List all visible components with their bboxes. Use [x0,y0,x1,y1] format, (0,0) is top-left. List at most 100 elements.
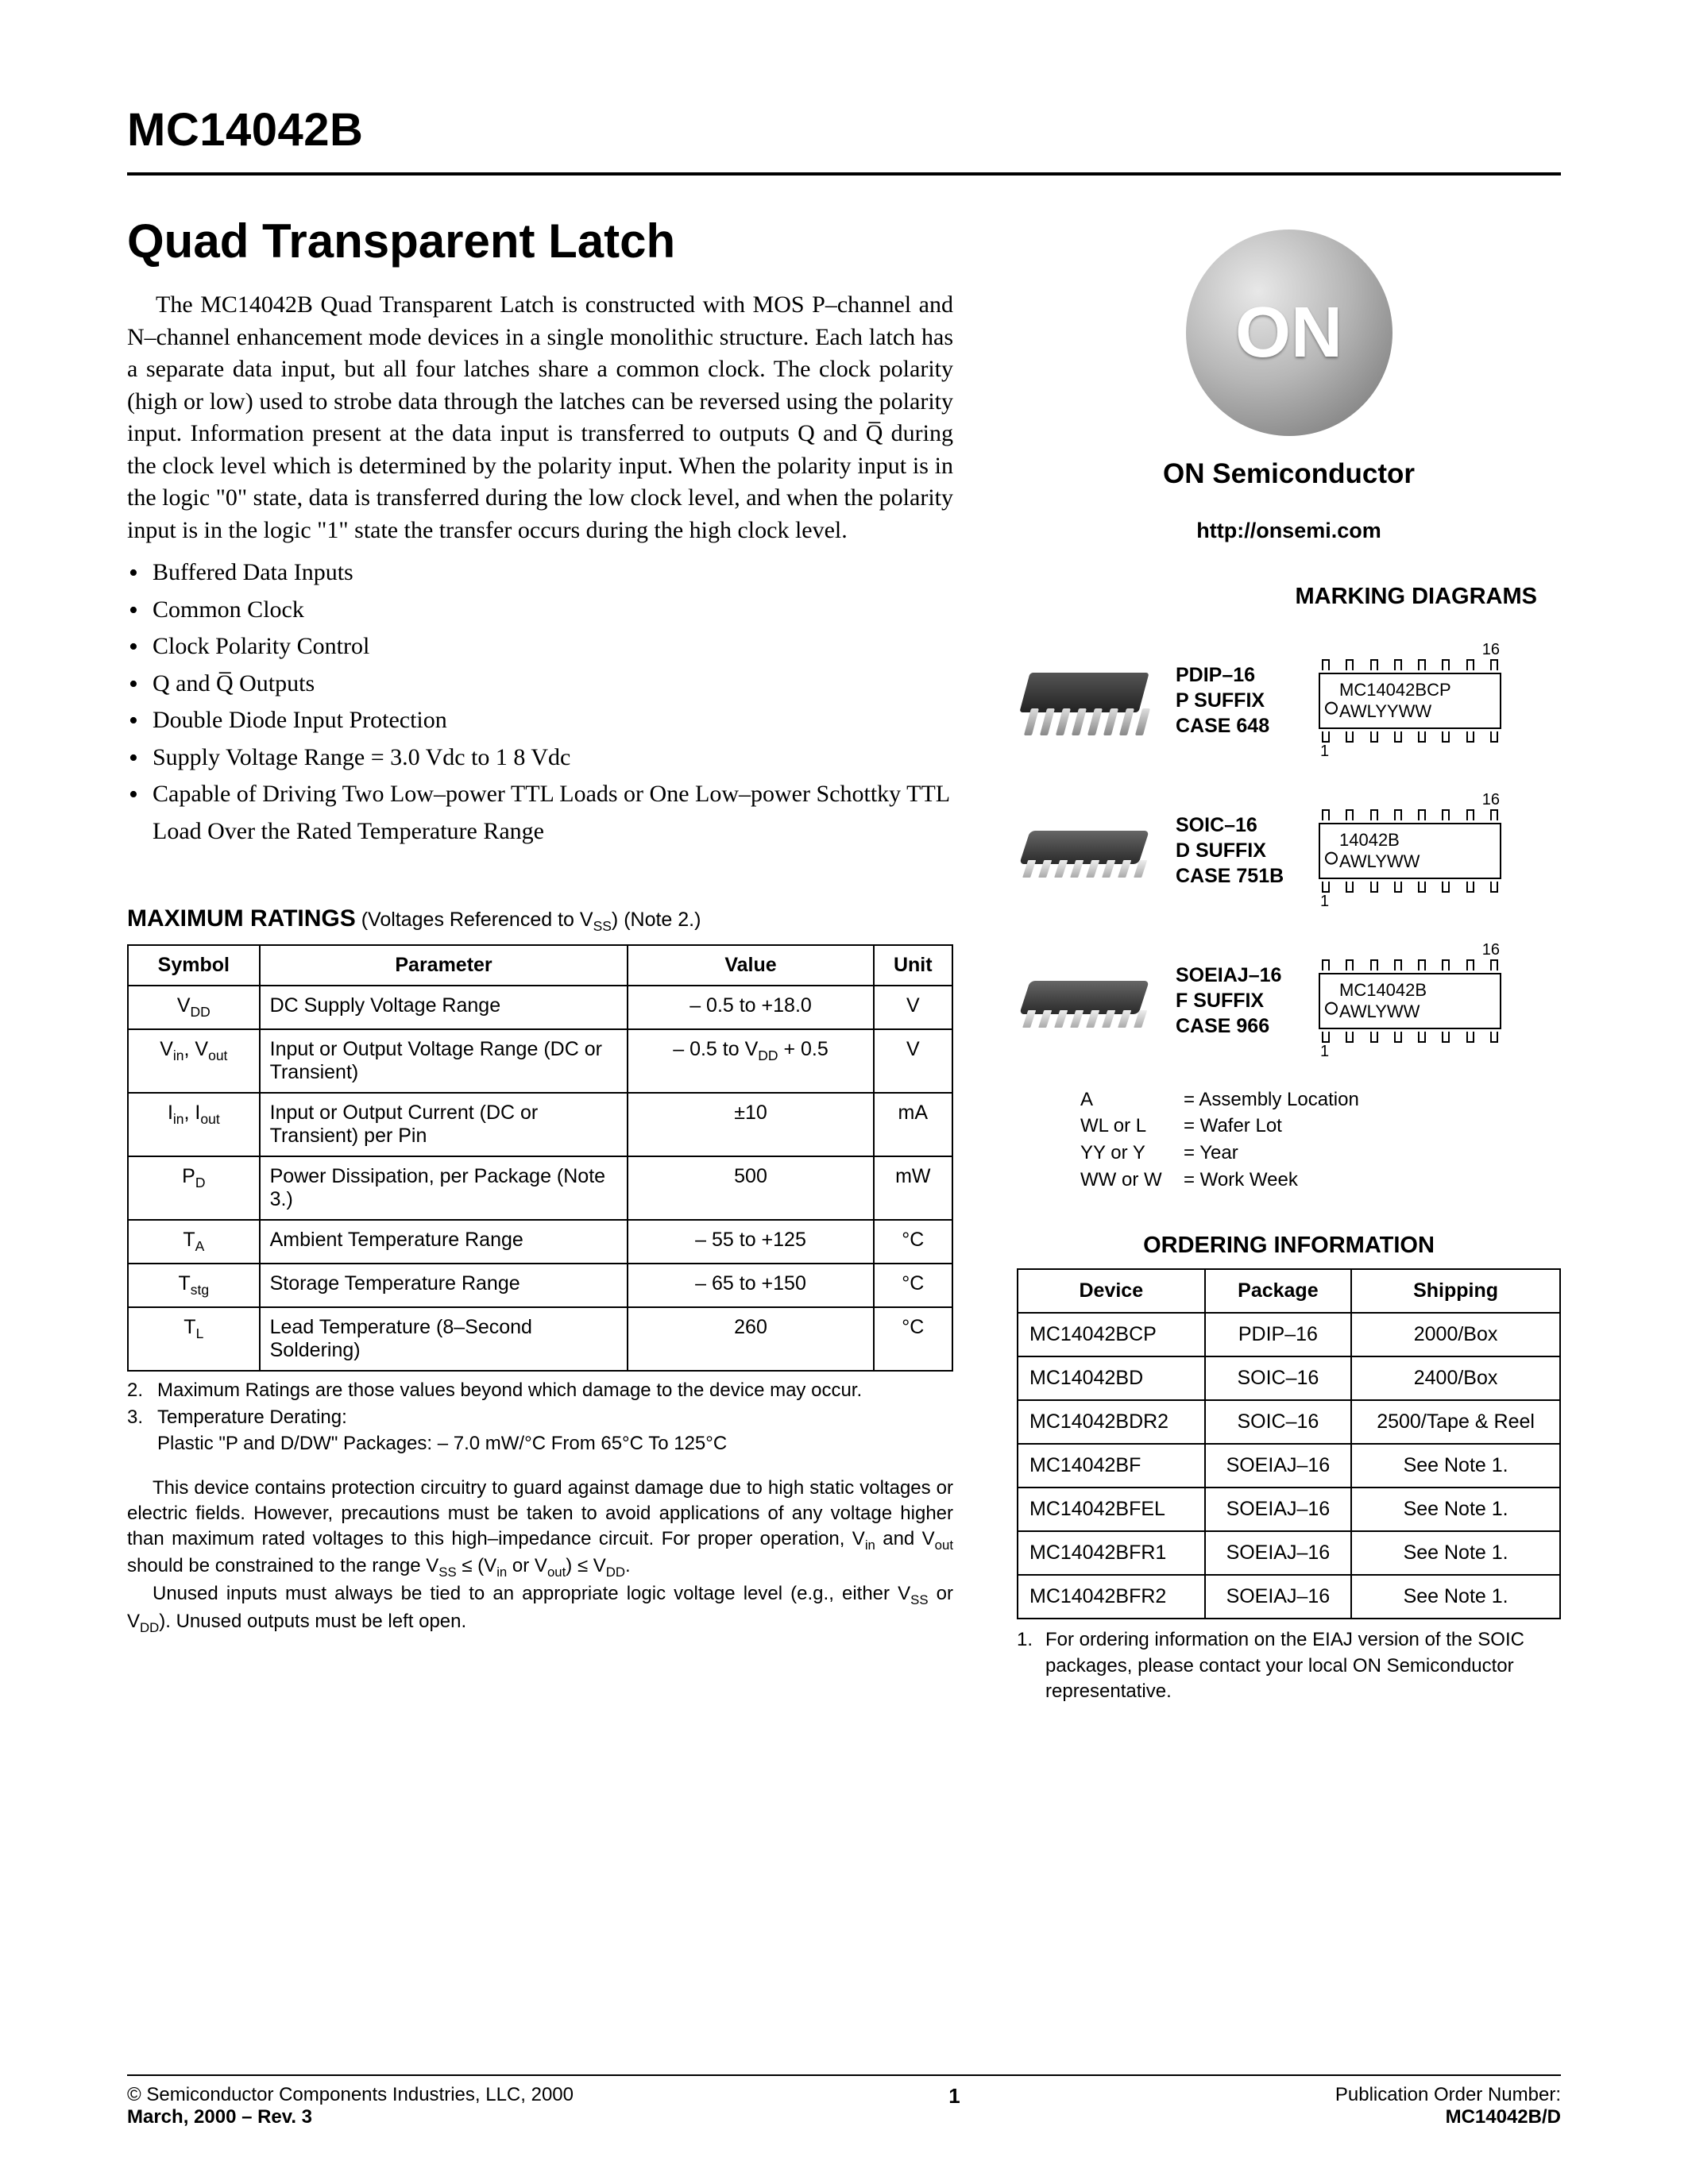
cell-value: 500 [628,1156,873,1220]
package-row: PDIP–16P SUFFIXCASE 648 16 MC14042BCPAWL… [1017,641,1561,761]
cell-package: SOIC–16 [1205,1356,1352,1400]
feature-item: Double Diode Input Protection [127,702,953,739]
footer-left: © Semiconductor Components Industries, L… [127,2084,574,2128]
cell-unit: mA [874,1093,952,1156]
page-title: Quad Transparent Latch [127,214,953,268]
cell-device: MC14042BFEL [1018,1488,1205,1531]
feature-item: Supply Voltage Range = 3.0 Vdc to 1 8 Vd… [127,739,953,777]
cell-device: MC14042BFR1 [1018,1531,1205,1575]
cell-value: 260 [628,1307,873,1371]
right-column: ON ON Semiconductor http://onsemi.com MA… [1017,214,1561,1704]
table-row: VDDDC Supply Voltage Range– 0.5 to +18.0… [128,986,952,1029]
cell-device: MC14042BF [1018,1444,1205,1488]
pin-ticks [1319,809,1501,820]
note-number: 3. [127,1405,149,1457]
pub-order-number: MC14042B/D [1335,2106,1561,2128]
legend-key: A [1080,1086,1184,1113]
cell-parameter: Ambient Temperature Range [260,1220,628,1264]
on-logo-icon: ON [1186,230,1393,436]
cell-parameter: DC Supply Voltage Range [260,986,628,1029]
cell-symbol: Tstg [128,1264,260,1307]
package-label: SOIC–16D SUFFIXCASE 751B [1176,812,1303,889]
legend-key: WW or W [1080,1167,1184,1194]
package-icon [1017,961,1160,1040]
cell-device: MC14042BDR2 [1018,1400,1205,1444]
cell-symbol: Vin, Vout [128,1029,260,1093]
page-number: 1 [574,2084,1335,2128]
pin-ticks [1319,659,1501,670]
cell-value: – 0.5 to VDD + 0.5 [628,1029,873,1093]
esd-disclaimer: This device contains protection circuitr… [127,1476,953,1637]
package-label: SOEIAJ–16F SUFFIXCASE 966 [1176,963,1303,1039]
cell-package: SOEIAJ–16 [1205,1488,1352,1531]
table-header-row: Symbol Parameter Value Unit [128,945,952,986]
company-url: http://onsemi.com [1017,519,1561,543]
pin-ticks [1319,959,1501,970]
legend-value: = Wafer Lot [1184,1113,1282,1140]
legend-value: = Year [1184,1140,1238,1167]
table-row: MC14042BDSOIC–162400/Box [1018,1356,1560,1400]
table-row: Iin, IoutInput or Output Current (DC or … [128,1093,952,1156]
note-number: 1. [1017,1627,1037,1704]
cell-device: MC14042BD [1018,1356,1205,1400]
marking-legend: A= Assembly LocationWL or L= Wafer LotYY… [1080,1086,1561,1193]
cell-symbol: VDD [128,986,260,1029]
legend-value: = Work Week [1184,1167,1298,1194]
ordering-note: 1. For ordering information on the EIAJ … [1017,1627,1561,1704]
legend-row: WW or W= Work Week [1080,1167,1561,1194]
feature-item: Common Clock [127,592,953,629]
marking-diagram: 16 MC14042BAWLYWW 1 [1319,941,1501,1061]
cell-value: – 65 to +150 [628,1264,873,1307]
pin-low: 1 [1320,743,1329,761]
th-shipping: Shipping [1351,1269,1560,1313]
pin-ticks [1319,731,1501,743]
cell-shipping: 2400/Box [1351,1356,1560,1400]
top-rule [127,172,1561,176]
cell-package: SOIC–16 [1205,1400,1352,1444]
cell-unit: V [874,986,952,1029]
note-text: Temperature Derating:Plastic "P and D/DW… [157,1405,727,1457]
cell-device: MC14042BFR2 [1018,1575,1205,1619]
company-name: ON Semiconductor [1017,458,1561,490]
feature-item: Buffered Data Inputs [127,554,953,592]
cell-value: – 0.5 to +18.0 [628,986,873,1029]
table-row: Vin, VoutInput or Output Voltage Range (… [128,1029,952,1093]
table-row: MC14042BFR1SOEIAJ–16See Note 1. [1018,1531,1560,1575]
package-row: SOIC–16D SUFFIXCASE 751B 16 14042BAWLYWW… [1017,791,1561,911]
feature-item: Capable of Driving Two Low–power TTL Loa… [127,776,953,850]
cell-package: SOEIAJ–16 [1205,1575,1352,1619]
max-ratings-suffix: (Voltages Referenced to VSS) (Note 2.) [356,909,701,931]
cell-shipping: See Note 1. [1351,1488,1560,1531]
cell-parameter: Storage Temperature Range [260,1264,628,1307]
th-unit: Unit [874,945,952,986]
feature-item: Q and Q̅ Outputs [127,666,953,703]
package-icon [1017,811,1160,890]
table-row: MC14042BCPPDIP–162000/Box [1018,1313,1560,1356]
cell-unit: mW [874,1156,952,1220]
marking-diagrams-title: MARKING DIAGRAMS [1017,583,1537,611]
legend-row: A= Assembly Location [1080,1086,1561,1113]
marking-diagram: 16 14042BAWLYWW 1 [1319,791,1501,911]
table-row: TstgStorage Temperature Range– 65 to +15… [128,1264,952,1307]
package-rows: PDIP–16P SUFFIXCASE 648 16 MC14042BCPAWL… [1017,641,1561,1061]
marking-chip: 14042BAWLYWW [1319,823,1501,879]
note-text: Maximum Ratings are those values beyond … [157,1378,862,1403]
note-item: 3.Temperature Derating:Plastic "P and D/… [127,1405,953,1457]
cell-parameter: Lead Temperature (8–Second Soldering) [260,1307,628,1371]
cell-package: SOEIAJ–16 [1205,1531,1352,1575]
cell-symbol: PD [128,1156,260,1220]
table-row: MC14042BDR2SOIC–162500/Tape & Reel [1018,1400,1560,1444]
legend-key: YY or Y [1080,1140,1184,1167]
legend-value: = Assembly Location [1184,1086,1359,1113]
note-text: For ordering information on the EIAJ ver… [1045,1627,1561,1704]
marking-diagram: 16 MC14042BCPAWLYYWW 1 [1319,641,1501,761]
pin-high: 16 [1482,641,1500,659]
package-row: SOEIAJ–16F SUFFIXCASE 966 16 MC14042BAWL… [1017,941,1561,1061]
revision: March, 2000 – Rev. 3 [127,2106,574,2128]
company-logo-box: ON ON Semiconductor [1017,230,1561,490]
page-footer: © Semiconductor Components Industries, L… [127,2074,1561,2128]
footer-right: Publication Order Number: MC14042B/D [1335,2084,1561,2128]
cell-value: – 55 to +125 [628,1220,873,1264]
table-row: MC14042BFR2SOEIAJ–16See Note 1. [1018,1575,1560,1619]
th-package: Package [1205,1269,1352,1313]
